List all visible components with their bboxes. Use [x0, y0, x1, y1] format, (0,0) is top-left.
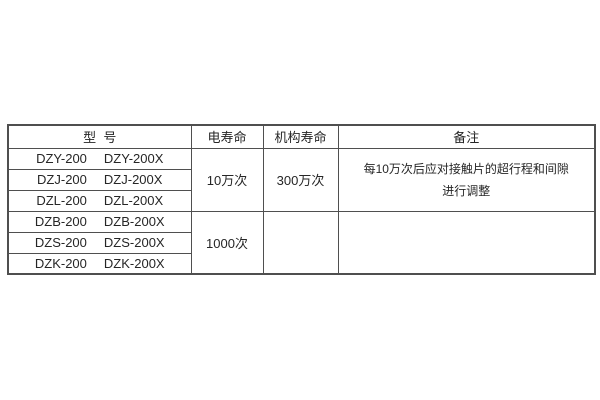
table-row: DZJ-200 DZJ-200X [7, 168, 595, 191]
model-cell: DZB-200 DZB-200X [7, 210, 192, 233]
model-b: DZK-200X [103, 255, 165, 271]
remarks-line2: 进行调整 [442, 183, 491, 198]
model-a: DZK-200 [34, 255, 87, 271]
model-b: DZL-200X [103, 193, 164, 208]
header-row: 型 号 电寿命 机构寿命 备注 [7, 124, 596, 149]
model-b: DZB-200X [103, 214, 165, 229]
model-cell: DZK-200 DZK-200X [7, 252, 192, 275]
table-row: DZB-200 DZB-200X 1000次 [7, 210, 596, 275]
spec-table: 型 号 电寿命 机构寿命 备注 DZY-200 DZY-200X 10万次 30… [7, 124, 596, 275]
model-a: DZS-200 [34, 235, 87, 250]
remarks-cell: 每10万次后应对接触片的超行程和间隙 进行调整 [337, 147, 596, 212]
model-a: DZB-200 [34, 214, 87, 229]
header-remarks: 备注 [337, 124, 596, 149]
header-mechanical-life: 机构寿命 [262, 124, 339, 149]
table-row: DZL-200 DZL-200X [7, 189, 595, 212]
header-electrical-life: 电寿命 [190, 124, 264, 149]
mechanical-life-cell: 300万次 [262, 147, 339, 212]
electrical-life-cell: 1000次 [190, 210, 264, 275]
model-b: DZJ-200X [103, 172, 163, 187]
model-a: DZY-200 [36, 151, 87, 166]
model-a: DZL-200 [36, 193, 87, 208]
model-cell: DZJ-200 DZJ-200X [7, 168, 192, 191]
model-a: DZJ-200 [37, 172, 87, 187]
header-model: 型 号 [7, 124, 192, 149]
table-row: DZK-200 DZK-200X [7, 252, 595, 275]
model-b: DZY-200X [103, 151, 164, 166]
table-row: DZY-200 DZY-200X 10万次 300万次 每10万次后应对接触片的… [7, 147, 596, 212]
model-cell: DZL-200 DZL-200X [7, 189, 192, 212]
electrical-life-cell: 10万次 [190, 147, 264, 212]
remarks-line1: 每10万次后应对接触片的超行程和间隙 [363, 161, 569, 176]
mechanical-life-cell [262, 210, 339, 275]
model-cell: DZS-200 DZS-200X [7, 231, 192, 254]
model-b: DZS-200X [103, 235, 165, 250]
model-cell: DZY-200 DZY-200X [7, 147, 192, 170]
remarks-cell [337, 210, 596, 275]
